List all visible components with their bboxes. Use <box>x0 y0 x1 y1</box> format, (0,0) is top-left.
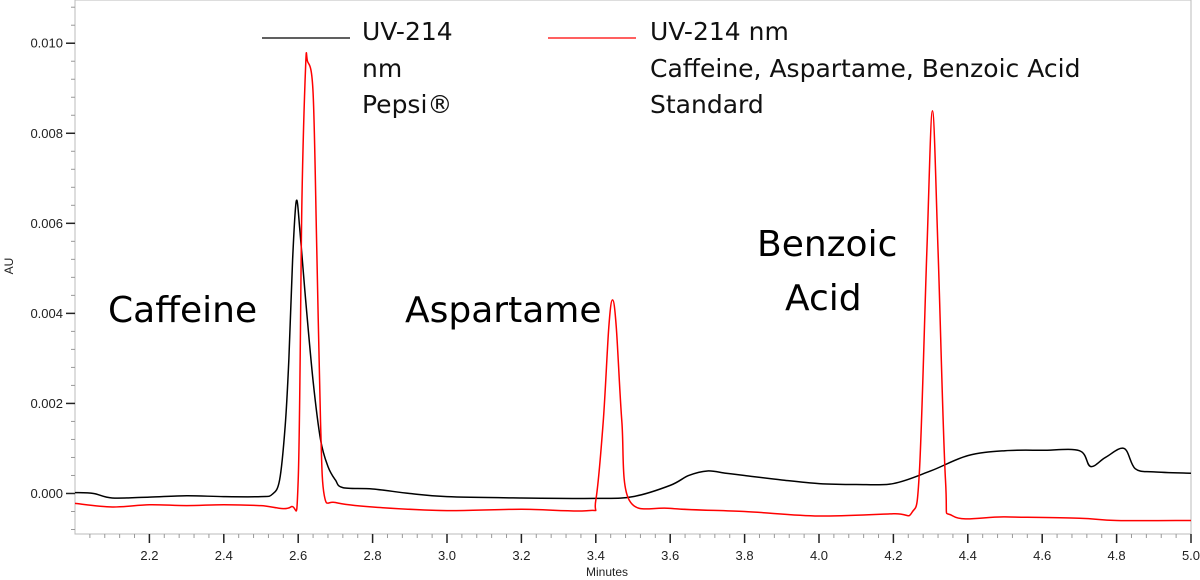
x-tick-label: 3.8 <box>736 548 754 563</box>
x-tick-label: 2.8 <box>364 548 382 563</box>
annotation-caffeine: Caffeine <box>108 290 257 331</box>
x-tick-label: 4.8 <box>1108 548 1126 563</box>
series-line-standard <box>74 52 1192 522</box>
series-line-pepsi <box>74 199 1192 500</box>
legend-label-standard-3: Standard <box>650 90 764 119</box>
x-tick-label: 4.0 <box>810 548 828 563</box>
x-tick-label: 3.0 <box>438 548 456 563</box>
x-tick-label: 4.4 <box>959 548 977 563</box>
x-tick-label: 4.6 <box>1033 548 1051 563</box>
x-tick-label: 5.0 <box>1182 548 1200 563</box>
legend-label-pepsi-1: UV-214 <box>362 17 453 46</box>
legend-label-standard-1: UV-214 nm <box>650 17 789 46</box>
annotation-benzoic-acid-1: Benzoic <box>757 224 897 265</box>
x-tick-label: 4.2 <box>884 548 902 563</box>
annotation-benzoic-acid-2: Acid <box>785 278 862 319</box>
legend-label-standard-2: Caffeine, Aspartame, Benzoic Acid <box>650 54 1080 83</box>
y-axis-label: AU <box>2 258 16 275</box>
x-axis: 2.2 2.4 2.6 2.8 3.0 3.2 3.4 3.6 3.8 4.0 4.2 4.4 4.6 4… <box>89 534 1200 563</box>
x-tick-label: 3.4 <box>587 548 605 563</box>
traces <box>74 52 1192 522</box>
x-tick-label: 3.6 <box>661 548 679 563</box>
x-axis-label: Minutes <box>586 565 628 579</box>
y-tick-label: 0.006 <box>30 216 63 231</box>
y-tick-label: 0.004 <box>30 306 63 321</box>
y-tick-label: 0.010 <box>30 36 63 51</box>
x-tick-label: 3.2 <box>512 548 530 563</box>
legend-label-pepsi-3: Pepsi® <box>362 90 452 119</box>
y-tick-label: 0.000 <box>30 486 63 501</box>
y-axis: 0.000 0.002 0.004 0.006 0.008 0.010 <box>30 6 75 530</box>
annotation-aspartame: Aspartame <box>405 290 602 331</box>
y-tick-label: 0.008 <box>30 126 63 141</box>
plot-frame <box>74 0 1192 535</box>
y-tick-label: 0.002 <box>30 396 63 411</box>
x-tick-label: 2.2 <box>140 548 158 563</box>
x-tick-label: 2.4 <box>215 548 233 563</box>
legend: UV-214 nm Pepsi® UV-214 nm Caffeine, Asp… <box>262 17 1080 119</box>
legend-label-pepsi-2: nm <box>362 54 402 83</box>
x-tick-label: 2.6 <box>289 548 307 563</box>
